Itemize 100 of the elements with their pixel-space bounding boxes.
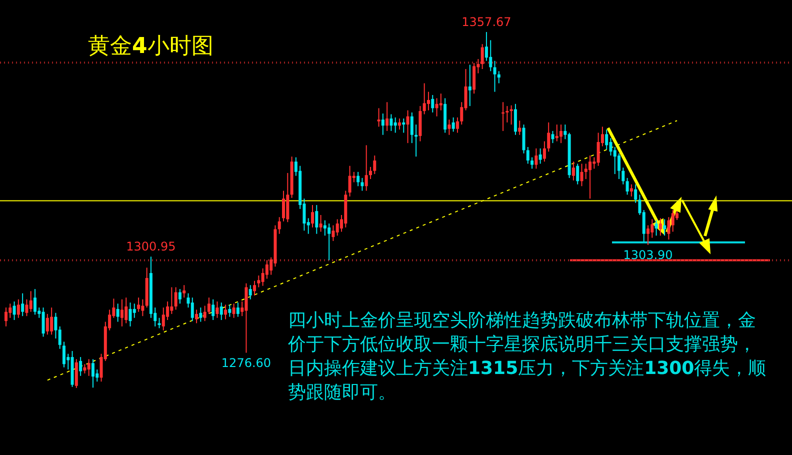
candlestick [162,307,165,331]
candlestick [534,148,538,170]
candlestick [381,113,384,136]
candlestick [199,307,202,322]
candlestick [174,286,178,310]
text: 四小时上金价呈现空头阶梯性趋势跌破布林带下轨位置，金价于下方低位收取一颗十字星探底说明千三关口支撑强势，日内操作建议上方关注1315压力，下方关注1300得失，顺势跟随即可。 [288,310,766,403]
candlestick [480,44,484,70]
candlestick [497,70,500,84]
candlestick [62,341,66,368]
candlestick [207,297,210,314]
candlestick [319,214,322,232]
candlestick [236,302,240,318]
candlestick [650,218,654,238]
candlestick [422,82,426,115]
candlestick [448,119,451,136]
candlestick [426,91,430,111]
candlestick [220,302,223,321]
candlestick [265,260,268,280]
candlestick [613,146,616,175]
candlestick [261,268,264,286]
candlestick [228,304,232,318]
candlestick [377,108,380,128]
candlestick [634,184,638,204]
candlestick [502,102,505,132]
candlestick [572,161,575,181]
candlestick [605,129,608,150]
candlestick [33,288,36,316]
candlestick [158,317,161,329]
candlestick [50,307,54,336]
candlestick [431,94,434,113]
candlestick [25,298,28,317]
candlestick [315,204,318,234]
candlestick [257,275,260,288]
candlestick [29,290,32,312]
candlestick [406,110,410,144]
candlestick [178,288,182,304]
chart-title: 黄金4小时图 [88,34,214,59]
candlestick [74,358,78,388]
candlestick [83,364,86,374]
candlestick [190,297,194,322]
candlestick [435,98,438,117]
candlestick [493,60,496,92]
candlestick [514,103,517,136]
candlestick [348,165,352,197]
candlestick [360,177,364,192]
candlestick [203,305,206,322]
candlestick [588,155,592,200]
candlestick [141,298,144,317]
candlestick [137,297,140,312]
candlestick [356,171,360,187]
candlestick [618,152,621,180]
candlestick [580,163,584,187]
candlestick [626,177,629,196]
candlestick [368,166,372,180]
candlestick [195,309,198,324]
candlestick [654,220,658,236]
candlestick [646,224,650,246]
candlestick [248,284,252,300]
candlestick [311,204,314,228]
candlestick [402,118,406,134]
candlestick [622,167,625,185]
candlestick [472,62,476,94]
candlestick [8,303,12,318]
candlestick [128,302,132,327]
candlestick [667,216,670,240]
candlestick [468,64,472,107]
candlestick [609,138,612,156]
candlestick [79,356,82,376]
candlestick [216,300,219,318]
candlestick [336,218,339,236]
candlestick [373,155,376,175]
candlestick [170,286,174,314]
candlestick [182,284,186,298]
candlestick [212,298,215,321]
candlestick [551,130,554,144]
candlestick [4,307,8,327]
candlestick [576,163,580,185]
annotation: 1357.67 [462,15,512,29]
annotation: 1300.95 [126,240,176,254]
candlestick [658,218,662,236]
annotation: 1303.90 [623,248,673,262]
candlestick [16,298,20,318]
candlestick [116,303,120,322]
candlestick [364,144,368,192]
candlestick [542,140,546,162]
candlestick [394,116,397,134]
candlestick [596,132,600,166]
candlestick [560,124,563,144]
candlestick [398,118,401,130]
candlestick [526,146,530,164]
candlestick [328,223,331,261]
candlestick [244,282,248,354]
candlestick [46,313,49,336]
candlestick [132,303,136,318]
candlestick [547,122,550,152]
candlestick [439,93,442,111]
candlestick [323,220,326,236]
candlestick [332,224,335,242]
candlestick [456,116,459,134]
candlestick [278,216,281,234]
